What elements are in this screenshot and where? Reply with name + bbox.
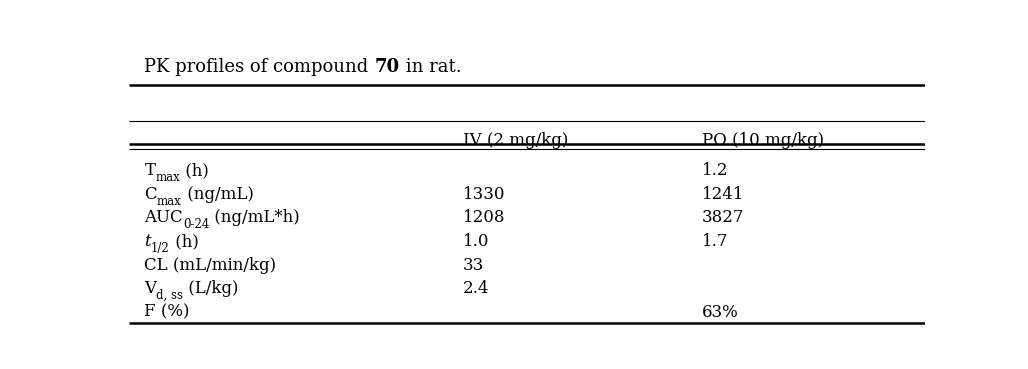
Text: t: t [144, 233, 151, 250]
Text: V: V [144, 280, 156, 297]
Text: AUC: AUC [144, 209, 183, 226]
Text: T: T [144, 162, 155, 179]
Text: F (%): F (%) [144, 304, 190, 321]
Text: 63%: 63% [702, 304, 739, 321]
Text: 33: 33 [463, 256, 484, 273]
Text: 0-24: 0-24 [183, 218, 210, 231]
Text: max: max [157, 195, 182, 208]
Text: PO (10 mg/kg): PO (10 mg/kg) [702, 132, 824, 149]
Text: 1/2: 1/2 [151, 242, 170, 255]
Text: IV (2 mg/kg): IV (2 mg/kg) [463, 132, 568, 149]
Text: 1.2: 1.2 [702, 162, 729, 179]
Text: 1208: 1208 [463, 209, 506, 226]
Text: CL (mL/min/kg): CL (mL/min/kg) [144, 256, 277, 273]
Text: 1330: 1330 [463, 186, 506, 203]
Text: 1.7: 1.7 [702, 233, 729, 250]
Text: d, ss: d, ss [156, 289, 183, 302]
Text: (h): (h) [170, 233, 198, 250]
Text: PK profiles of compound: PK profiles of compound [144, 58, 374, 76]
Text: in rat.: in rat. [400, 58, 462, 76]
Text: C: C [144, 186, 157, 203]
Text: 70: 70 [374, 58, 400, 76]
Text: (L/kg): (L/kg) [183, 280, 238, 297]
Text: 1.0: 1.0 [463, 233, 489, 250]
Text: (ng/mL*h): (ng/mL*h) [210, 209, 300, 226]
Text: (ng/mL): (ng/mL) [182, 186, 254, 203]
Text: 2.4: 2.4 [463, 280, 489, 297]
Text: (h): (h) [180, 162, 209, 179]
Text: max: max [155, 171, 180, 184]
Text: 1241: 1241 [702, 186, 744, 203]
Text: 3827: 3827 [702, 209, 744, 226]
